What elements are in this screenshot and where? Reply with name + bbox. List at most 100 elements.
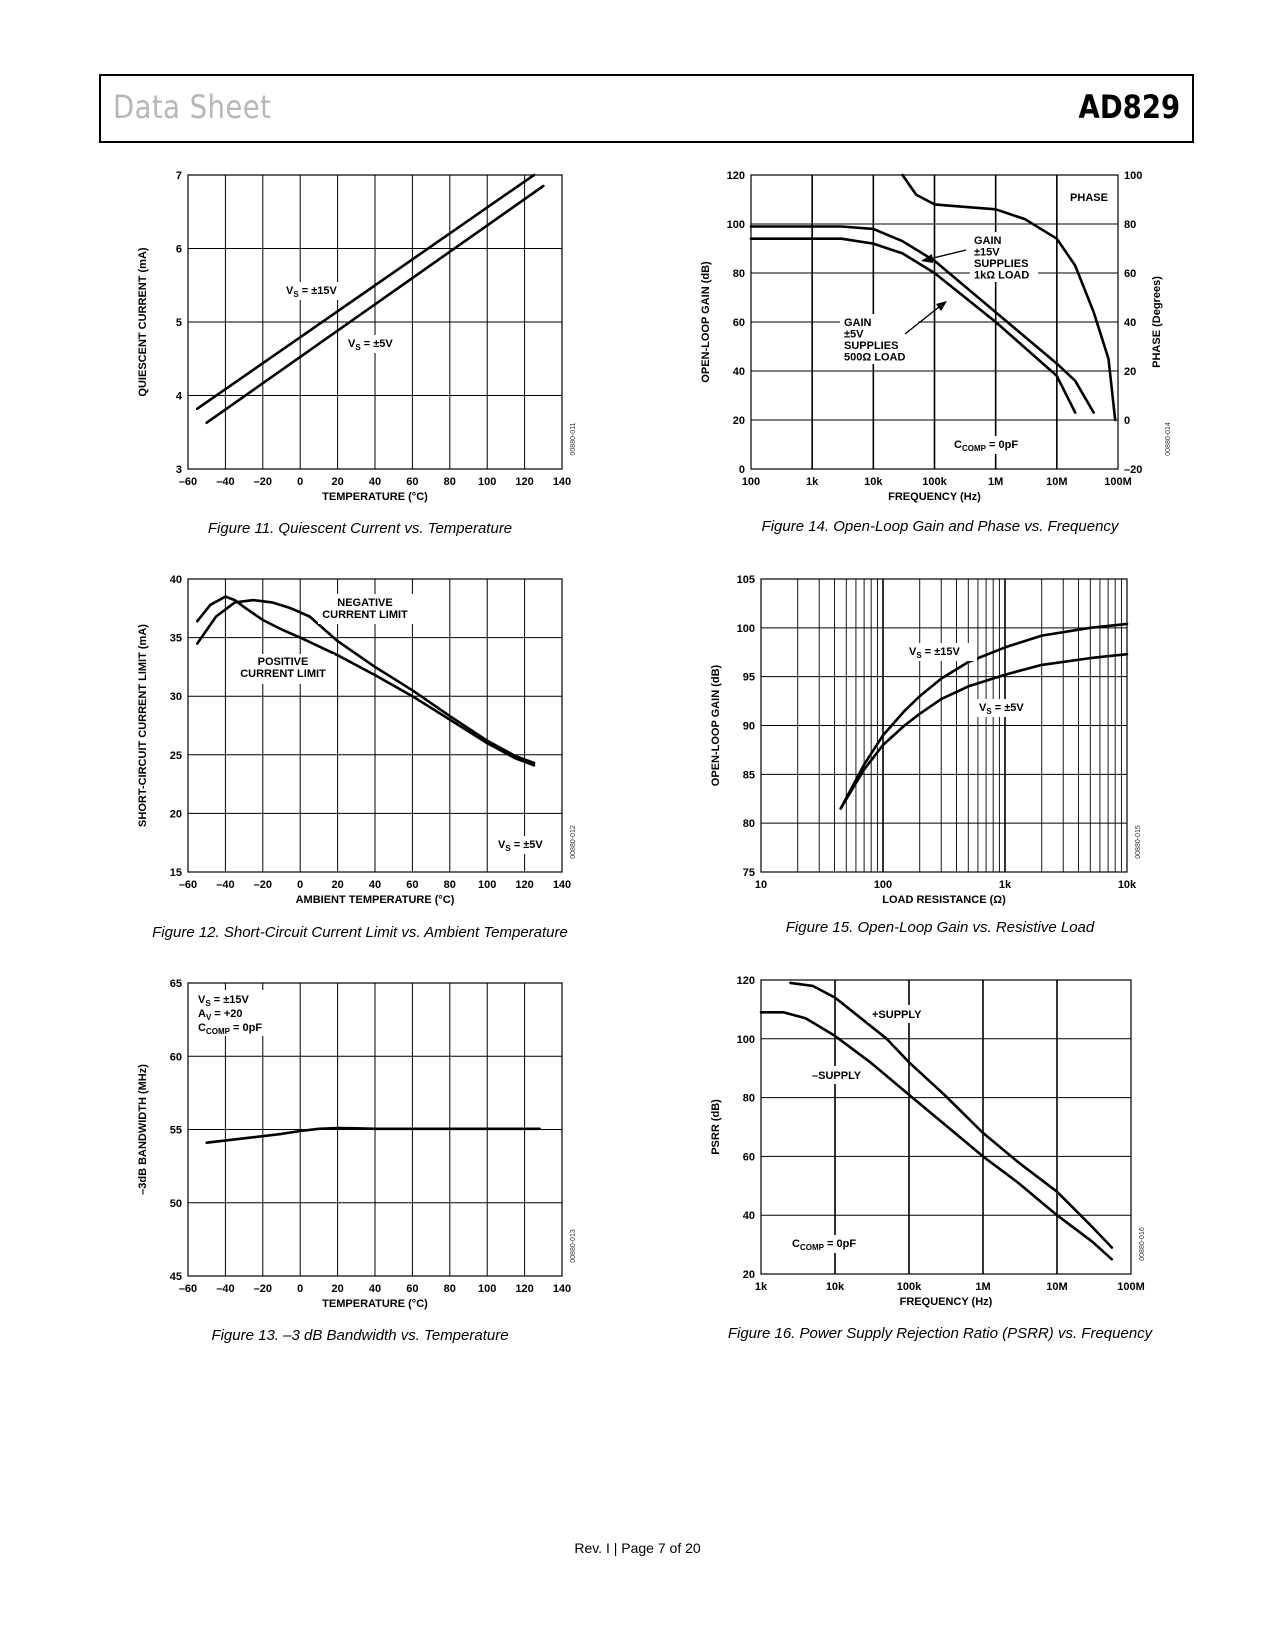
label-gain-15v-line: 1kΩ LOAD — [974, 270, 1029, 282]
x-tick-label: 140 — [553, 476, 571, 488]
y-tick-label: 120 — [727, 170, 745, 182]
y-axis-label: OPEN-LOOP GAIN (dB) — [710, 664, 722, 786]
caption-fig13: Figure 13. –3 dB Bandwidth vs. Temperatu… — [211, 1327, 509, 1344]
label-minus-supply-line: –SUPPLY — [812, 1070, 862, 1082]
series-line — [839, 652, 1129, 810]
label-phase-bg — [1062, 188, 1114, 206]
label-phase: PHASE — [1070, 192, 1108, 204]
y-axis-label: QUIESCENT CURRENT (mA) — [137, 247, 149, 396]
x-tick-label: 10M — [1046, 476, 1067, 488]
y-tick-label: 40 — [743, 1210, 755, 1222]
x-tick-label: 10M — [1046, 1281, 1067, 1293]
y-tick-label: 35 — [170, 633, 182, 645]
x-tick-label: 120 — [515, 1283, 533, 1295]
y-tick-label: 20 — [170, 808, 182, 820]
y-tick-label: 7 — [176, 170, 182, 182]
header-part-number: AD829 — [1078, 88, 1180, 126]
y-tick-label: 85 — [743, 769, 755, 781]
x-tick-label: 1k — [999, 879, 1012, 891]
x-tick-label: 80 — [444, 1283, 456, 1295]
label-ccomp-0pf: CCOMP = 0pF — [198, 1022, 262, 1036]
x-tick-label: –60 — [179, 1283, 197, 1295]
x-tick-label: –60 — [179, 879, 197, 891]
y-tick-label: 80 — [743, 1093, 755, 1105]
x-tick-label: 140 — [553, 879, 571, 891]
x-tick-label: 60 — [406, 879, 418, 891]
label-vs-15v: VS = ±15V — [286, 285, 337, 299]
label-gain5-bg — [840, 314, 918, 364]
series-line — [205, 184, 545, 425]
y-tick-label: 30 — [170, 691, 182, 703]
caption-fig16: Figure 16. Power Supply Rejection Ratio … — [727, 1325, 1153, 1342]
x-tick-label: 20 — [331, 879, 343, 891]
x-tick-label: 100 — [478, 476, 496, 488]
x-tick-label: 100 — [478, 1283, 496, 1295]
x-tick-label: 60 — [406, 476, 418, 488]
chart-fig13: –60 –40 –20 0 20 40 60 80 100 120 140 45 50 55 60 65 TEM… — [137, 978, 577, 1310]
series-line — [749, 237, 1077, 414]
x-tick-label: 0 — [297, 1283, 303, 1295]
series-line — [196, 173, 536, 411]
label-conditions-bg — [194, 990, 272, 1036]
caption-fig15: Figure 15. Open-Loop Gain vs. Resistive … — [785, 919, 1095, 936]
figure-code: 00880-015 — [1135, 825, 1142, 859]
arrowhead-gain-5v — [936, 301, 947, 311]
label-vs-5v: VS = ±5V — [979, 702, 1024, 716]
label-gain-5v-line: SUPPLIES — [844, 340, 898, 352]
x-tick-label: –20 — [254, 1283, 272, 1295]
x-tick-label: 100k — [897, 1281, 922, 1293]
label-gain15-bg — [970, 232, 1038, 282]
y-tick-label: 40 — [733, 366, 745, 378]
y-tick-label: 6 — [176, 244, 182, 256]
x-tick-label: 140 — [553, 1283, 571, 1295]
label-gain-5v-line: 500Ω LOAD — [844, 352, 905, 364]
label-vs-5v: VS = ±5V — [498, 839, 543, 853]
y2-tick-label: 40 — [1124, 317, 1136, 329]
x-tick-label: 60 — [406, 1283, 418, 1295]
y-tick-label: 120 — [737, 975, 755, 987]
chart-fig11: –60 –40 –20 0 20 40 60 80 100 120 140 3 4 5 6 7 TEMPERAT… — [137, 170, 577, 503]
x-tick-label: 10k — [1118, 879, 1137, 891]
x-tick-label: 100M — [1104, 476, 1132, 488]
figure-code: 00880-011 — [570, 422, 577, 455]
label-vs-15v: VS = ±15V — [198, 994, 249, 1008]
figure-code: 00880-016 — [1139, 1227, 1146, 1261]
y-tick-label: 50 — [170, 1198, 182, 1210]
y-tick-label: 0 — [739, 464, 745, 476]
x-tick-label: 1M — [988, 476, 1003, 488]
x-tick-label: –20 — [254, 476, 272, 488]
x-tick-label: 100 — [478, 879, 496, 891]
figure-code: 00880-012 — [570, 825, 577, 859]
label-vs5-bg — [975, 699, 1037, 717]
figure-code: 00880-013 — [570, 1229, 577, 1263]
y2-tick-label: 80 — [1124, 219, 1136, 231]
series-line — [205, 1126, 541, 1144]
label-negative-current-limit-line: CURRENT LIMIT — [322, 609, 408, 621]
header-doc-type: Data Sheet — [113, 88, 272, 126]
y-tick-label: 100 — [737, 1034, 755, 1046]
x-tick-label: 1k — [806, 476, 819, 488]
y-tick-label: 60 — [733, 317, 745, 329]
y-axis-label: PSRR (dB) — [710, 1099, 722, 1155]
caption-fig11: Figure 11. Quiescent Current vs. Tempera… — [207, 520, 513, 537]
label-positive-current-limit-line: CURRENT LIMIT — [240, 668, 326, 680]
y2-tick-label: –20 — [1124, 464, 1142, 476]
x-tick-label: 100M — [1117, 1281, 1145, 1293]
x-axis-label: FREQUENCY (Hz) — [900, 1296, 993, 1308]
label-vs-5v: VS = ±5V — [348, 338, 393, 352]
x-tick-label: –60 — [179, 476, 197, 488]
y-tick-label: 65 — [170, 978, 182, 990]
label-minus-supply: –SUPPLY — [812, 1070, 862, 1082]
x-axis-label: LOAD RESISTANCE (Ω) — [882, 894, 1006, 906]
y-tick-label: 80 — [733, 268, 745, 280]
x-axis-label: AMBIENT TEMPERATURE (°C) — [296, 894, 455, 906]
y-tick-label: 105 — [737, 574, 755, 586]
page-footer: Rev. I | Page 7 of 20 — [574, 1540, 701, 1556]
y-tick-label: 80 — [743, 818, 755, 830]
label-minus-supply-bg — [808, 1066, 872, 1084]
label-ccomp-bg — [788, 1235, 870, 1253]
series-line — [789, 981, 1114, 1249]
